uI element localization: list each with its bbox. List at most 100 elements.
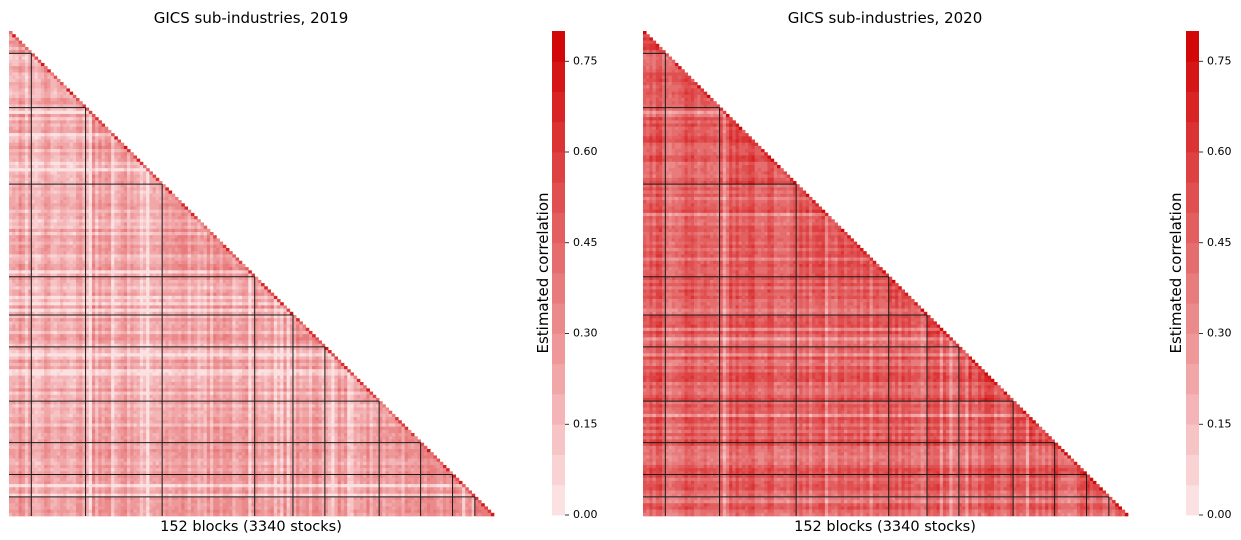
heatmap-cell xyxy=(172,206,176,210)
heatmap-cell xyxy=(35,264,39,268)
heatmap-cell xyxy=(207,242,211,246)
heatmap-cell xyxy=(89,315,93,319)
heatmap-cell xyxy=(133,235,137,239)
heatmap-cell xyxy=(31,232,35,236)
heatmap-cell xyxy=(95,200,99,204)
heatmap-cell xyxy=(264,331,268,335)
heatmap-cell xyxy=(248,286,252,290)
heatmap-cell xyxy=(162,328,166,332)
heatmap-cell xyxy=(73,258,77,262)
heatmap-cell xyxy=(188,270,192,274)
heatmap-cell xyxy=(223,325,227,329)
heatmap-cell xyxy=(22,111,26,115)
heatmap-cell xyxy=(181,325,185,329)
heatmap-cell xyxy=(44,325,48,329)
heatmap-cell xyxy=(194,258,198,262)
heatmap-cell xyxy=(22,197,26,201)
heatmap-cell xyxy=(111,184,115,188)
heatmap-cell xyxy=(31,337,35,341)
heatmap-cell xyxy=(108,261,112,265)
heatmap-cell xyxy=(95,283,99,287)
heatmap-cell xyxy=(15,197,19,201)
heatmap-cell xyxy=(79,264,83,268)
heatmap-cell xyxy=(143,229,147,233)
heatmap-cell xyxy=(66,175,70,179)
heatmap-cell xyxy=(57,229,61,233)
heatmap-cell xyxy=(117,232,121,236)
heatmap-cell xyxy=(44,146,48,150)
heatmap-cell xyxy=(121,347,125,351)
heatmap-cell xyxy=(114,149,118,153)
heatmap-cell xyxy=(140,213,144,217)
heatmap-cell xyxy=(54,111,58,115)
heatmap-cell xyxy=(191,235,195,239)
heatmap-cell xyxy=(111,242,115,246)
heatmap-cell xyxy=(127,254,131,258)
heatmap-cell xyxy=(63,108,67,112)
heatmap-cell xyxy=(57,197,61,201)
heatmap-cell xyxy=(25,200,29,204)
heatmap-cell xyxy=(146,315,150,319)
heatmap-cell xyxy=(54,136,58,140)
heatmap-cell xyxy=(66,88,70,92)
heatmap-cell xyxy=(162,184,166,188)
heatmap-cell xyxy=(108,270,112,274)
heatmap-cell xyxy=(79,309,83,313)
heatmap-cell xyxy=(146,318,150,322)
heatmap-cell xyxy=(76,143,80,147)
heatmap-cell xyxy=(50,197,54,201)
heatmap-cell xyxy=(162,264,166,268)
heatmap-cell xyxy=(60,325,64,329)
heatmap-cell xyxy=(70,318,74,322)
heatmap-cell xyxy=(22,229,26,233)
heatmap-cell xyxy=(19,111,23,115)
heatmap-cell xyxy=(60,264,64,268)
heatmap-cell xyxy=(15,120,19,124)
heatmap-cell xyxy=(133,171,137,175)
heatmap-cell xyxy=(41,117,45,121)
heatmap-cell xyxy=(146,251,150,255)
heatmap-cell xyxy=(57,331,61,335)
heatmap-cell xyxy=(274,321,278,325)
heatmap-cell xyxy=(70,203,74,207)
heatmap-cell xyxy=(130,155,134,159)
heatmap-cell xyxy=(70,136,74,140)
heatmap-cell xyxy=(12,261,16,265)
heatmap-cell xyxy=(229,261,233,265)
heatmap-cell xyxy=(102,280,106,284)
heatmap-cell xyxy=(35,286,39,290)
heatmap-cell xyxy=(184,235,188,239)
heatmap-cell xyxy=(66,238,70,242)
heatmap-cell xyxy=(105,254,109,258)
heatmap-cell xyxy=(70,341,74,345)
heatmap-cell xyxy=(296,331,300,335)
heatmap-cell xyxy=(92,171,96,175)
heatmap-cell xyxy=(184,242,188,246)
heatmap-cell xyxy=(95,315,99,319)
heatmap-cell xyxy=(76,114,80,118)
heatmap-cell xyxy=(258,341,262,345)
heatmap-cell xyxy=(207,264,211,268)
heatmap-cell xyxy=(73,325,77,329)
heatmap-cell xyxy=(38,95,42,99)
heatmap-cell xyxy=(156,238,160,242)
heatmap-cell xyxy=(22,175,26,179)
heatmap-cell xyxy=(60,258,64,262)
heatmap-cell xyxy=(121,286,125,290)
heatmap-cell xyxy=(25,76,29,80)
heatmap-cell xyxy=(57,117,61,121)
heatmap-cell xyxy=(15,184,19,188)
heatmap-cell xyxy=(9,60,13,64)
heatmap-cell xyxy=(44,85,48,89)
heatmap-cell xyxy=(121,321,125,325)
heatmap-cell xyxy=(242,341,246,345)
heatmap-cell xyxy=(35,203,39,207)
heatmap-cell xyxy=(50,101,54,105)
heatmap-cell xyxy=(54,101,58,105)
heatmap-cell xyxy=(25,328,29,332)
heatmap-cell xyxy=(130,305,134,309)
heatmap-cell xyxy=(44,248,48,252)
heatmap-cell xyxy=(70,289,74,293)
heatmap-cell xyxy=(63,347,67,351)
heatmap-cell xyxy=(98,341,102,345)
